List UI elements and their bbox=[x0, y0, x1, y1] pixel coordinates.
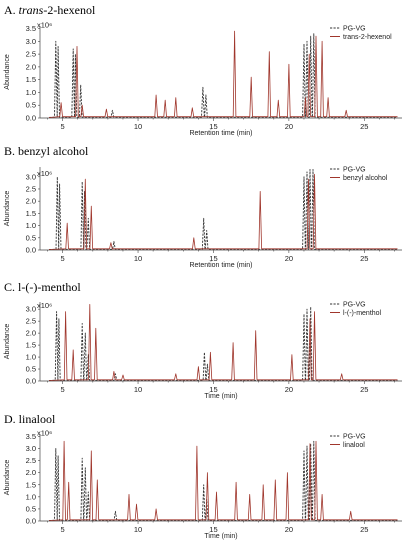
y-tick-label: 0.0 bbox=[26, 246, 36, 255]
series-line-flavor bbox=[48, 304, 398, 381]
panel-title: A. trans-2-hexenol bbox=[4, 3, 96, 17]
y-scale-exponent: x10⁶ bbox=[37, 169, 52, 178]
x-tick-label: 10 bbox=[134, 525, 142, 534]
y-tick-label: 2.0 bbox=[26, 197, 36, 206]
series-line-control bbox=[48, 168, 398, 250]
chart-panel-3: C. l-(-)-menthol 0.0 0.5 1.0 1.5 2.0 2.5 3.0 x10… bbox=[4, 280, 402, 400]
panel-letter: D. bbox=[4, 412, 19, 426]
x-axis-label: Retention time (min) bbox=[189, 262, 252, 269]
x-tick-label: 10 bbox=[134, 122, 142, 131]
panel-title: C. l-(-)-menthol bbox=[4, 280, 81, 294]
legend-label: PG-VG bbox=[343, 26, 366, 33]
x-tick-label: 20 bbox=[285, 122, 293, 131]
panel-title-italic: trans bbox=[19, 3, 44, 17]
legend-label: linalool bbox=[343, 442, 365, 449]
y-tick-label: 1.5 bbox=[26, 209, 36, 218]
series-line-flavor bbox=[48, 440, 398, 521]
x-tick-label: 15 bbox=[209, 525, 217, 534]
y-axis-label: Abundance bbox=[4, 191, 11, 227]
x-tick-label: 20 bbox=[285, 525, 293, 534]
x-tick-label: 25 bbox=[360, 385, 368, 394]
x-tick-label: 10 bbox=[134, 254, 142, 263]
y-tick-label: 0.5 bbox=[26, 365, 36, 374]
legend-label: l-(-)-menthol bbox=[343, 310, 382, 317]
y-axis-label: Abundance bbox=[4, 324, 11, 360]
y-tick-label: 3.0 bbox=[26, 172, 36, 181]
x-tick-label: 5 bbox=[61, 254, 65, 263]
x-tick-label: 10 bbox=[134, 385, 142, 394]
panel-title-text: benzyl alcohol bbox=[18, 144, 89, 158]
x-tick-label: 15 bbox=[209, 122, 217, 131]
y-scale-exponent: x10⁶ bbox=[37, 428, 52, 437]
y-tick-label: 2.5 bbox=[26, 456, 36, 465]
x-tick-label: 5 bbox=[61, 525, 65, 534]
y-tick-label: 3.0 bbox=[26, 444, 36, 453]
y-tick-label: 2.5 bbox=[26, 317, 36, 326]
y-tick-label: 1.0 bbox=[26, 492, 36, 501]
x-tick-label: 25 bbox=[360, 122, 368, 131]
y-tick-label: 1.5 bbox=[26, 341, 36, 350]
panel-title: D. linalool bbox=[4, 412, 56, 426]
y-tick-label: 2.0 bbox=[26, 329, 36, 338]
y-tick-label: 3.5 bbox=[26, 432, 36, 441]
x-tick-label: 5 bbox=[61, 122, 65, 131]
y-tick-label: 0.5 bbox=[26, 233, 36, 242]
panel-title: B. benzyl alcohol bbox=[4, 144, 89, 158]
legend-label: trans-2-hexenol bbox=[343, 34, 392, 41]
y-tick-label: 0.5 bbox=[26, 101, 36, 110]
y-tick-label: 3.0 bbox=[26, 305, 36, 314]
series-line-flavor bbox=[48, 30, 398, 118]
y-tick-label: 0.0 bbox=[26, 114, 36, 123]
y-tick-label: 2.0 bbox=[26, 468, 36, 477]
y-tick-label: 0.0 bbox=[26, 517, 36, 526]
panel-letter: B. bbox=[4, 144, 18, 158]
legend-label: PG-VG bbox=[343, 434, 366, 441]
x-tick-label: 15 bbox=[209, 254, 217, 263]
x-tick-label: 20 bbox=[285, 385, 293, 394]
series-line-control bbox=[48, 306, 398, 381]
y-tick-label: 1.0 bbox=[26, 221, 36, 230]
y-tick-label: 3.0 bbox=[26, 37, 36, 46]
legend-label: benzyl alcohol bbox=[343, 175, 388, 182]
x-tick-label: 20 bbox=[285, 254, 293, 263]
y-tick-label: 1.0 bbox=[26, 88, 36, 97]
x-tick-label: 5 bbox=[61, 385, 65, 394]
x-tick-label: 25 bbox=[360, 254, 368, 263]
panel-letter: A. bbox=[4, 3, 19, 17]
legend-label: PG-VG bbox=[343, 302, 366, 309]
y-tick-label: 1.0 bbox=[26, 353, 36, 362]
chart-panel-2: B. benzyl alcohol 0.0 0.5 1.0 1.5 2.0 2.5 3.0 x1… bbox=[4, 144, 402, 269]
chart-panel-4: D. linalool 0.0 0.5 1.0 1.5 2.0 2.5 3.0 3.5 x10⁶ A… bbox=[4, 412, 402, 540]
y-tick-label: 2.0 bbox=[26, 62, 36, 71]
panel-title-text: -2-hexenol bbox=[43, 3, 96, 17]
x-axis-label: Time (min) bbox=[204, 393, 237, 400]
y-scale-exponent: x10⁶ bbox=[37, 21, 52, 30]
x-tick-label: 15 bbox=[209, 385, 217, 394]
y-tick-label: 0.5 bbox=[26, 504, 36, 513]
y-tick-label: 2.5 bbox=[26, 50, 36, 59]
panel-letter: C. bbox=[4, 280, 18, 294]
panel-title-text: linalool bbox=[19, 412, 56, 426]
y-axis-label: Abundance bbox=[4, 460, 11, 496]
y-axis-label: Abundance bbox=[4, 54, 11, 90]
x-axis-label: Retention time (min) bbox=[189, 130, 252, 137]
series-line-control bbox=[48, 440, 398, 521]
y-tick-label: 1.5 bbox=[26, 75, 36, 84]
series-line-flavor bbox=[48, 173, 398, 250]
chart-panel-1: A. trans-2-hexenol 0.0 0.5 1.0 1.5 2.0 2.5 3.0 3… bbox=[4, 3, 402, 137]
panel-title-text: l-(-)-menthol bbox=[18, 280, 81, 294]
y-scale-exponent: x10⁶ bbox=[37, 301, 52, 310]
x-tick-label: 25 bbox=[360, 525, 368, 534]
y-tick-label: 1.5 bbox=[26, 480, 36, 489]
legend-label: PG-VG bbox=[343, 167, 366, 174]
y-tick-label: 0.0 bbox=[26, 377, 36, 386]
y-tick-label: 2.5 bbox=[26, 184, 36, 193]
x-axis-label: Time (min) bbox=[204, 533, 237, 540]
series-line-control bbox=[48, 33, 398, 118]
y-tick-label: 3.5 bbox=[26, 24, 36, 33]
